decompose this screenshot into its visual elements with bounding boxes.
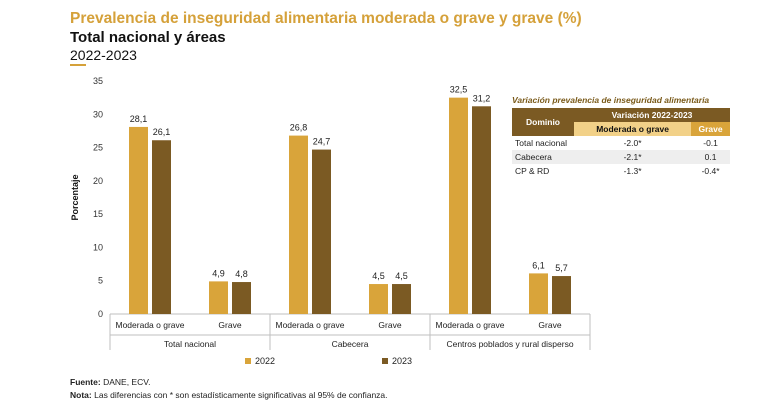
col-moderada-header: Moderada o grave — [574, 122, 692, 136]
source-text: DANE, ECV. — [103, 377, 151, 387]
data-label: 5,7 — [555, 263, 568, 273]
data-label: 26,8 — [290, 123, 308, 133]
bar — [152, 140, 171, 314]
bar — [312, 149, 331, 314]
bar — [392, 284, 411, 314]
bar — [472, 106, 491, 314]
data-label: 4,9 — [212, 268, 225, 278]
data-label: 24,7 — [313, 137, 331, 147]
variation-table: Variación prevalencia de inseguridad ali… — [512, 95, 732, 178]
data-label: 32,5 — [450, 85, 468, 95]
data-label: 31,2 — [473, 93, 491, 103]
legend-swatch — [245, 358, 251, 364]
x-tick-label: Grave — [538, 320, 561, 330]
bar — [232, 282, 251, 314]
row-grave: -0.1 — [703, 138, 718, 148]
row-dominio: Total nacional — [515, 138, 567, 148]
variation-table-title: Variación prevalencia de inseguridad ali… — [512, 95, 710, 105]
legend-swatch — [382, 358, 388, 364]
group-label: Cabecera — [332, 339, 369, 349]
bar — [209, 281, 228, 314]
chart-years: 2022-2023 — [70, 47, 137, 63]
table-row: Total nacional -2.0* -0.1 — [512, 136, 730, 150]
x-tick-label: Grave — [218, 320, 241, 330]
row-moderada: -2.0* — [623, 138, 642, 148]
variation-table-grid: Dominio Variación 2022-2023 Moderada o g… — [512, 108, 730, 178]
y-tick-label: 30 — [93, 109, 103, 119]
bar — [129, 126, 148, 314]
x-tick-label: Moderada o grave — [436, 320, 505, 330]
table-row: Cabecera -2.1* 0.1 — [512, 150, 730, 164]
bar — [289, 135, 308, 314]
footer-note: Nota: Las diferencias con * son estadíst… — [70, 390, 388, 400]
col-dominio-header: Dominio — [512, 108, 574, 136]
x-tick-label: Grave — [378, 320, 401, 330]
row-moderada: -2.1* — [574, 150, 692, 164]
y-tick-label: 35 — [93, 76, 103, 86]
y-tick-label: 0 — [98, 309, 103, 319]
source-label: Fuente: — [70, 377, 101, 387]
bar — [449, 97, 468, 315]
data-label: 26,1 — [153, 127, 171, 137]
group-label: Centros poblados y rural disperso — [446, 339, 573, 349]
data-label: 4,5 — [372, 271, 385, 281]
row-grave: -0.4* — [701, 166, 720, 176]
y-tick-label: 20 — [93, 176, 103, 186]
data-label: 4,5 — [395, 271, 408, 281]
col-period-header: Variación 2022-2023 — [574, 108, 730, 122]
y-tick-label: 15 — [93, 209, 103, 219]
legend-label: 2023 — [392, 356, 412, 366]
y-axis-label: Porcentaje — [70, 174, 80, 220]
col-grave-header: Grave — [691, 122, 730, 136]
y-tick-label: 5 — [98, 276, 103, 286]
footer-source: Fuente: DANE, ECV. — [70, 377, 150, 387]
row-moderada: -1.3* — [623, 166, 642, 176]
note-label: Nota: — [70, 390, 92, 400]
bar — [529, 273, 548, 314]
bar — [552, 276, 571, 314]
row-grave: 0.1 — [691, 150, 730, 164]
bar — [369, 284, 388, 314]
x-tick-label: Moderada o grave — [276, 320, 345, 330]
title-accent-line — [70, 64, 86, 66]
data-label: 4,8 — [235, 269, 248, 279]
data-label: 6,1 — [532, 260, 545, 270]
row-dominio: CP & RD — [515, 166, 550, 176]
chart-subtitle: Total nacional y áreas — [70, 29, 226, 46]
legend-label: 2022 — [255, 356, 275, 366]
chart-title: Prevalencia de inseguridad alimentaria m… — [70, 10, 582, 27]
row-dominio: Cabecera — [512, 150, 574, 164]
data-label: 28,1 — [130, 114, 148, 124]
group-label: Total nacional — [164, 339, 216, 349]
y-tick-label: 25 — [93, 143, 103, 153]
y-tick-label: 10 — [93, 242, 103, 252]
x-tick-label: Moderada o grave — [116, 320, 185, 330]
note-text: Las diferencias con * son estadísticamen… — [94, 390, 388, 400]
table-row: CP & RD -1.3* -0.4* — [512, 164, 730, 178]
